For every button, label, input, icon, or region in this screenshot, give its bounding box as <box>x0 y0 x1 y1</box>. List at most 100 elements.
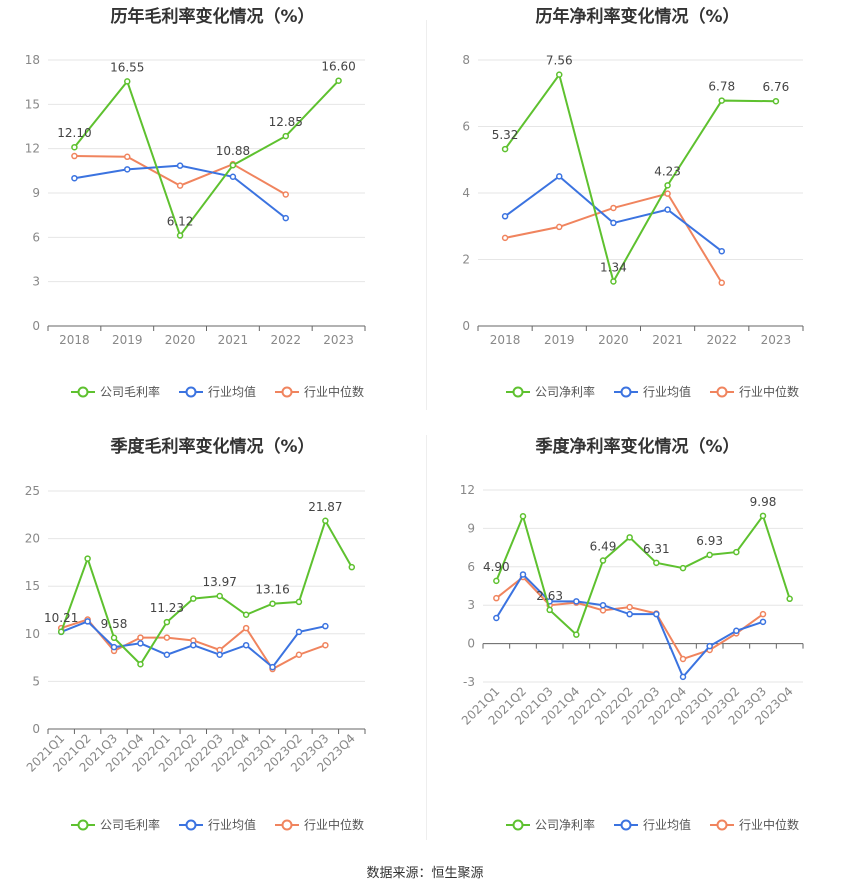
legend-item-median[interactable]: 行业中位数 <box>274 816 364 833</box>
data-label: 13.97 <box>203 575 237 589</box>
data-point-avg <box>71 174 78 182</box>
data-point-median <box>664 190 671 197</box>
data-label: 12.85 <box>269 115 303 129</box>
data-point-median <box>71 152 78 160</box>
data-label: 1.34 <box>600 260 627 274</box>
data-point-avg <box>190 641 197 649</box>
y-tick-label: 0 <box>467 637 475 651</box>
data-point-company <box>573 631 580 638</box>
x-tick-label: 2018 <box>490 333 521 347</box>
legend-label: 行业均值 <box>208 818 257 832</box>
data-point-avg <box>664 206 671 213</box>
data-point-company <box>216 592 223 600</box>
legend-label: 公司毛利率 <box>100 818 161 832</box>
chart-annual-net-margin: 历年净利率变化情况（%） 0 2 4 6 8 2018 2019 2020 2021 2022 20… <box>425 0 850 430</box>
legend-item-avg[interactable]: 行业均值 <box>613 383 691 400</box>
x-tick-label: 2022 <box>706 333 737 347</box>
chart-quarterly-net-margin: 季度净利率变化情况（%） -3 0 3 6 9 12 2021Q1 2021Q2 2021Q3 2… <box>425 430 850 860</box>
chart-plot-annual-gross-margin: 0 3 6 9 12 15 18 2018 2019 2020 2021 2022 2023 12.10 1… <box>25 53 366 347</box>
y-tick-label: 9 <box>32 186 40 200</box>
data-point-avg <box>163 651 171 658</box>
data-label: 10.88 <box>216 144 250 158</box>
chart-legend: 公司毛利率 行业均值 行业中位数 <box>70 383 364 400</box>
legend-label: 行业均值 <box>208 385 257 399</box>
data-point-median <box>124 153 131 161</box>
series-line-avg <box>504 175 723 252</box>
y-tick-label: 20 <box>25 532 40 546</box>
legend-item-company[interactable]: 公司净利率 <box>505 383 595 400</box>
y-tick-label: 10 <box>25 627 40 641</box>
data-label: 6.76 <box>763 80 790 94</box>
y-tick-label: 5 <box>32 674 40 688</box>
legend-item-median[interactable]: 行业中位数 <box>709 383 799 400</box>
divider <box>426 20 427 410</box>
data-point-company <box>556 71 563 78</box>
series-line-company <box>73 79 340 238</box>
legend-item-company[interactable]: 公司毛利率 <box>70 383 160 400</box>
data-label: 5.32 <box>492 128 519 142</box>
legend-item-avg[interactable]: 行业均值 <box>613 816 691 833</box>
y-tick-label: 12 <box>460 483 475 497</box>
legend-line-marker-icon <box>179 819 204 830</box>
legend-item-avg[interactable]: 行业均值 <box>178 383 256 400</box>
data-label: 11.23 <box>150 601 184 615</box>
legend-line-marker-icon <box>614 819 639 830</box>
y-tick-label: 0 <box>462 319 470 333</box>
data-point-company <box>163 618 171 626</box>
y-tick-label: 25 <box>25 484 40 498</box>
data-point-median <box>556 223 563 231</box>
data-point-median <box>718 279 725 287</box>
data-point-company <box>679 564 687 572</box>
data-point-median <box>759 610 767 618</box>
data-point-median <box>176 182 184 189</box>
data-point-avg <box>501 213 509 220</box>
data-point-median <box>137 634 144 641</box>
data-label: 9.58 <box>101 617 128 631</box>
legend-label: 行业均值 <box>643 818 692 832</box>
legend-item-median[interactable]: 行业中位数 <box>709 816 799 833</box>
data-point-avg <box>519 571 527 578</box>
legend-label: 行业均值 <box>643 385 692 399</box>
data-label: 6.93 <box>696 534 723 548</box>
legend-label: 公司毛利率 <box>100 385 161 399</box>
data-point-company <box>626 534 633 541</box>
data-point-company <box>229 161 237 169</box>
legend-item-median[interactable]: 行业中位数 <box>274 383 364 400</box>
data-label: 16.60 <box>321 60 355 74</box>
x-tick-label: 2023 <box>323 333 354 347</box>
data-point-company <box>599 557 607 564</box>
legend-item-company[interactable]: 公司净利率 <box>505 816 595 833</box>
data-point-avg <box>493 614 500 622</box>
legend-item-avg[interactable]: 行业均值 <box>178 816 256 833</box>
data-point-avg <box>733 627 740 635</box>
data-label: 7.56 <box>546 54 573 68</box>
data-label: 21.87 <box>308 500 342 514</box>
data-point-company <box>706 551 713 559</box>
data-point-avg <box>322 622 329 630</box>
data-point-avg <box>110 643 118 651</box>
data-label: 6.49 <box>590 540 617 554</box>
legend-item-company[interactable]: 公司毛利率 <box>70 816 160 833</box>
chart-legend: 公司净利率 行业均值 行业中位数 <box>505 816 799 833</box>
data-point-avg <box>216 651 223 658</box>
data-point-company <box>733 548 740 556</box>
legend-label: 行业中位数 <box>739 818 800 832</box>
data-point-avg <box>718 247 725 255</box>
y-tick-label: 9 <box>467 521 475 535</box>
data-label: 13.16 <box>255 583 289 597</box>
x-tick-label: 2020 <box>598 333 629 347</box>
chart-plot-quarterly-net-margin: -30369122021Q12021Q22021Q32021Q42022Q120… <box>459 483 804 728</box>
data-point-company <box>335 77 342 84</box>
data-point-company <box>176 232 184 239</box>
y-tick-label: 0 <box>32 319 40 333</box>
legend-line-marker-icon <box>506 819 530 830</box>
data-point-company <box>664 182 671 189</box>
data-point-company <box>519 512 527 520</box>
data-label: 6.12 <box>167 215 194 229</box>
data-point-avg <box>229 173 237 180</box>
y-tick-label: 6 <box>32 230 40 244</box>
legend-line-marker-icon <box>275 819 300 830</box>
y-tick-label: 4 <box>462 186 470 200</box>
data-point-company <box>348 563 356 571</box>
data-point-avg <box>295 628 303 636</box>
